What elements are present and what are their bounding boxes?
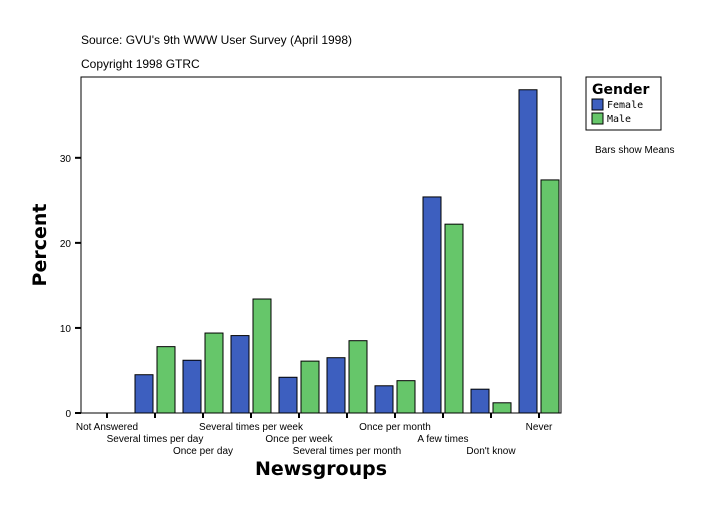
bar-male — [540, 179, 560, 414]
bar-female — [374, 385, 394, 414]
y-axis-title: Percent — [29, 204, 51, 287]
x-tick-label: Once per day — [173, 446, 233, 457]
legend-label-female: Female — [607, 100, 643, 111]
bar-male — [348, 340, 368, 414]
x-tick-label: A few times — [417, 434, 468, 445]
bar-female — [134, 374, 154, 414]
bar-female — [470, 388, 490, 414]
bar-male — [252, 298, 272, 414]
legend-title: Gender — [592, 82, 649, 98]
bar-female — [182, 359, 202, 414]
x-tick-label: Once per month — [359, 422, 431, 433]
bar-male — [156, 346, 176, 414]
copyright-text: Copyright 1998 GTRC — [81, 57, 200, 71]
bar-male — [396, 380, 416, 414]
legend-label-male: Male — [607, 114, 631, 125]
y-tick-label: 30 — [60, 154, 72, 165]
bar-female — [422, 196, 442, 414]
y-tick-label: 0 — [65, 409, 71, 420]
bar-female — [278, 376, 298, 414]
x-tick-label: Not Answered — [76, 422, 138, 433]
bar-male — [444, 223, 464, 414]
legend: Gender Female Male — [585, 76, 662, 131]
source-text: Source: GVU's 9th WWW User Survey (April… — [81, 33, 352, 47]
y-tick-label: 10 — [60, 324, 72, 335]
x-tick-label: Several times per day — [107, 434, 204, 445]
x-tick-label: Several times per week — [199, 422, 304, 433]
x-tick-label: Never — [526, 422, 553, 433]
bars-show-means-note: Bars show Means — [595, 145, 674, 156]
legend-swatch-female — [591, 98, 604, 111]
y-tick-label: 20 — [60, 239, 72, 250]
x-axis-title: Newsgroups — [255, 458, 387, 480]
bar-female — [326, 357, 346, 414]
x-tick-label: Once per week — [265, 434, 333, 445]
x-tick-label: Several times per month — [293, 446, 401, 457]
x-tick-label: Don't know — [466, 446, 516, 457]
bar-female — [518, 89, 538, 414]
plot-frame — [80, 76, 562, 414]
legend-swatch-male — [591, 112, 604, 125]
bar-male — [300, 360, 320, 414]
bar-male — [204, 332, 224, 414]
bar-female — [230, 335, 250, 414]
bar-male — [492, 402, 512, 414]
